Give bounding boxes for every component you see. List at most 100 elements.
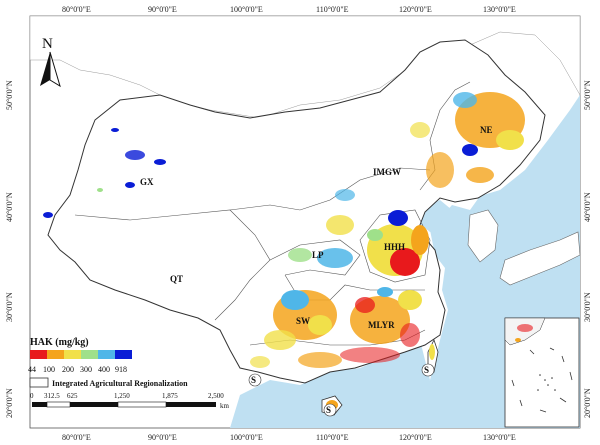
region-label-qt: QT [170, 274, 183, 284]
scale-tick: 1,875 [162, 392, 178, 400]
legend-tick: 300 [80, 365, 92, 374]
left-lat-label: 50°0'0"N [5, 80, 14, 110]
hak-patch-s [298, 352, 342, 368]
legend-swatch [47, 350, 64, 359]
region-label-imgw: IMGW [373, 167, 401, 177]
hak-patch-s [340, 347, 400, 363]
right-lat-label: 20°0'0"N [583, 388, 592, 418]
legend-swatch [81, 350, 98, 359]
legend-tick: 200 [62, 365, 74, 374]
hak-patch-imgw [335, 189, 355, 201]
hak-patch-lp [317, 248, 353, 268]
hak-patch-gx [125, 150, 145, 160]
bottom-lon-label: 80°0'0"E [62, 433, 91, 442]
scale-bar: 0 312.5 625 1,250 1,875 2,500 km [30, 392, 230, 410]
hak-patch-hhh [388, 210, 408, 226]
left-lat-label: 20°0'0"N [5, 388, 14, 418]
north-arrow-left [40, 52, 50, 86]
hak-patch-gx [154, 159, 166, 165]
scale-tick: 312.5 [44, 392, 60, 400]
region-label-s-circle [323, 403, 337, 417]
region-label-gx: GX [140, 177, 154, 187]
hak-patch-gx [111, 128, 119, 132]
top-lon-label: 100°0'0"E [230, 5, 263, 14]
scale-segment [70, 402, 118, 407]
hak-patch-mlyr [355, 297, 375, 313]
legend-swatch [115, 350, 132, 359]
region-label-hhh: HHH [384, 242, 405, 252]
hak-patch-ne [496, 130, 524, 150]
hak-patch-hhh [367, 229, 383, 241]
boundary-hhh [359, 209, 431, 283]
legend-tick: 400 [98, 365, 110, 374]
inset-islands-dots [537, 374, 556, 391]
bottom-lon-label: 130°0'0"E [483, 433, 516, 442]
top-lon-label: 90°0'0"E [148, 5, 177, 14]
top-lon-label: 110°0'0"E [316, 5, 349, 14]
north-arrow-label: N [42, 36, 53, 52]
hak-patch-s [429, 344, 435, 360]
map-panel: NE IMGW GX HHH LP QT SW MLYR S S S [28, 15, 581, 429]
bottom-lon-label: 100°0'0"E [230, 433, 263, 442]
hak-patch-s [400, 323, 420, 347]
inset-island [515, 338, 521, 342]
right-lat-label: 50°0'0"N [583, 80, 592, 110]
legend-tick: 44 [28, 365, 36, 374]
scale-segment [117, 401, 167, 408]
hak-patch-gx [125, 182, 135, 188]
top-lon-label: 120°0'0"E [399, 5, 432, 14]
legend-swatch [64, 350, 81, 359]
hak-patch-ne [462, 144, 478, 156]
region-label-s-left: S [251, 375, 256, 385]
north-arrow: N [40, 36, 61, 88]
legend: HAK (mg/kg) 44 100 200 300 400 918 Integ… [28, 337, 188, 388]
inset-islands-dashes [511, 347, 573, 413]
korea-japan-land [467, 209, 581, 286]
region-label-sw: SW [296, 316, 310, 326]
region-label-mlyr: MLYR [368, 320, 395, 330]
legend-title: HAK (mg/kg) [30, 337, 89, 348]
left-lat-label: 30°0'0"N [5, 292, 14, 322]
right-lat-label: 30°0'0"N [583, 292, 592, 322]
bottom-lon-label: 120°0'0"E [399, 433, 432, 442]
south-china-sea-inset [504, 317, 580, 428]
hak-patch-sw [264, 330, 296, 350]
hak-patch-ne [453, 92, 477, 108]
hak-patch-sw [308, 315, 332, 335]
legend-boundary-swatch [29, 377, 49, 388]
hak-patch-mlyr [377, 287, 393, 297]
hak-data-patches [43, 92, 525, 410]
left-lat-label: 40°0'0"N [5, 192, 14, 222]
hak-patch-gx [97, 188, 103, 192]
hak-patch-hhh [390, 248, 420, 276]
region-label-s-circle [421, 363, 435, 377]
boundary-lp [269, 239, 361, 276]
boundary-qt [74, 209, 271, 321]
bottom-lon-label: 90°0'0"E [148, 433, 177, 442]
scale-tick: 2,500 [208, 392, 224, 400]
hak-patch-hhh [411, 225, 429, 255]
boundary-imgw-gx [229, 167, 431, 211]
legend-tick: 918 [115, 365, 127, 374]
legend-swatch [98, 350, 115, 359]
top-lon-label: 130°0'0"E [483, 5, 516, 14]
top-lon-label: 80°0'0"E [62, 5, 91, 14]
region-labels: NE IMGW GX HHH LP QT SW MLYR S S S [140, 125, 493, 417]
scale-unit: km [220, 402, 230, 410]
hak-patch-lp [326, 215, 354, 235]
legend-boundary-label: Integrated Agricultural Regionalization [52, 379, 188, 388]
hak-patch-s [250, 356, 270, 368]
hak-patch-gx [43, 212, 53, 218]
region-label-s-right: S [424, 365, 429, 375]
scale-segment [166, 402, 216, 407]
scale-tick: 0 [30, 392, 34, 400]
bottom-lon-label: 110°0'0"E [316, 433, 349, 442]
inset-data-patch [517, 324, 533, 332]
scale-segment [32, 402, 47, 407]
scale-tick: 1,250 [114, 392, 130, 400]
hak-patch-imgw [410, 122, 430, 138]
hak-patch-mlyr [398, 290, 422, 310]
region-label-s-center: S [326, 405, 331, 415]
region-label-s-circle [248, 373, 262, 387]
